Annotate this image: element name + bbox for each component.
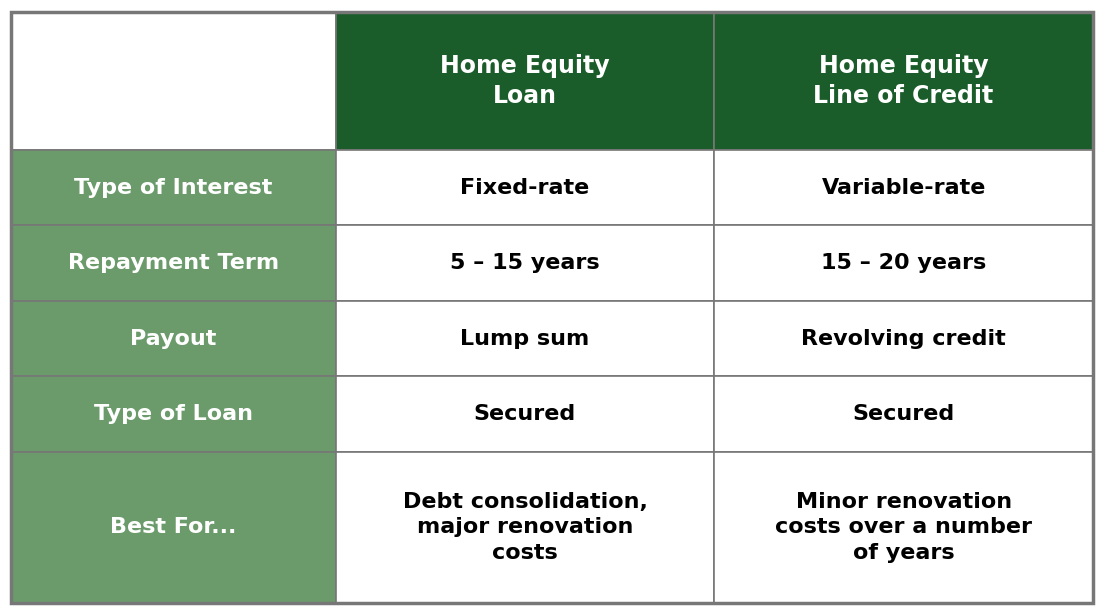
Bar [336, 452, 714, 603]
Bar [336, 376, 714, 452]
Bar [714, 452, 1093, 603]
Text: Best For...: Best For... [110, 518, 236, 537]
Bar [11, 376, 336, 452]
Bar [336, 150, 714, 225]
Bar [336, 12, 714, 150]
Text: Repayment Term: Repayment Term [67, 253, 279, 273]
Text: Secured: Secured [852, 404, 955, 424]
Text: Fixed-rate: Fixed-rate [460, 178, 590, 198]
Text: Variable-rate: Variable-rate [821, 178, 986, 198]
Bar [336, 301, 714, 376]
Bar [11, 150, 336, 225]
Bar [11, 452, 336, 603]
Text: Payout: Payout [130, 329, 216, 349]
Bar [714, 12, 1093, 150]
Text: Type of Loan: Type of Loan [94, 404, 253, 424]
Text: Home Equity
Line of Credit: Home Equity Line of Credit [814, 54, 994, 108]
Text: Home Equity
Loan: Home Equity Loan [440, 54, 609, 108]
Bar [714, 225, 1093, 301]
Bar [11, 12, 336, 150]
Text: Debt consolidation,
major renovation
costs: Debt consolidation, major renovation cos… [403, 492, 647, 563]
Bar [11, 225, 336, 301]
Text: Type of Interest: Type of Interest [74, 178, 273, 198]
Text: Revolving credit: Revolving credit [802, 329, 1006, 349]
Bar [11, 301, 336, 376]
Bar [714, 150, 1093, 225]
Bar [714, 301, 1093, 376]
Bar [714, 376, 1093, 452]
Text: 15 – 20 years: 15 – 20 years [821, 253, 986, 273]
Text: 5 – 15 years: 5 – 15 years [450, 253, 599, 273]
Text: Lump sum: Lump sum [460, 329, 590, 349]
Text: Secured: Secured [474, 404, 576, 424]
Bar [336, 225, 714, 301]
Text: Minor renovation
costs over a number
of years: Minor renovation costs over a number of … [775, 492, 1032, 563]
